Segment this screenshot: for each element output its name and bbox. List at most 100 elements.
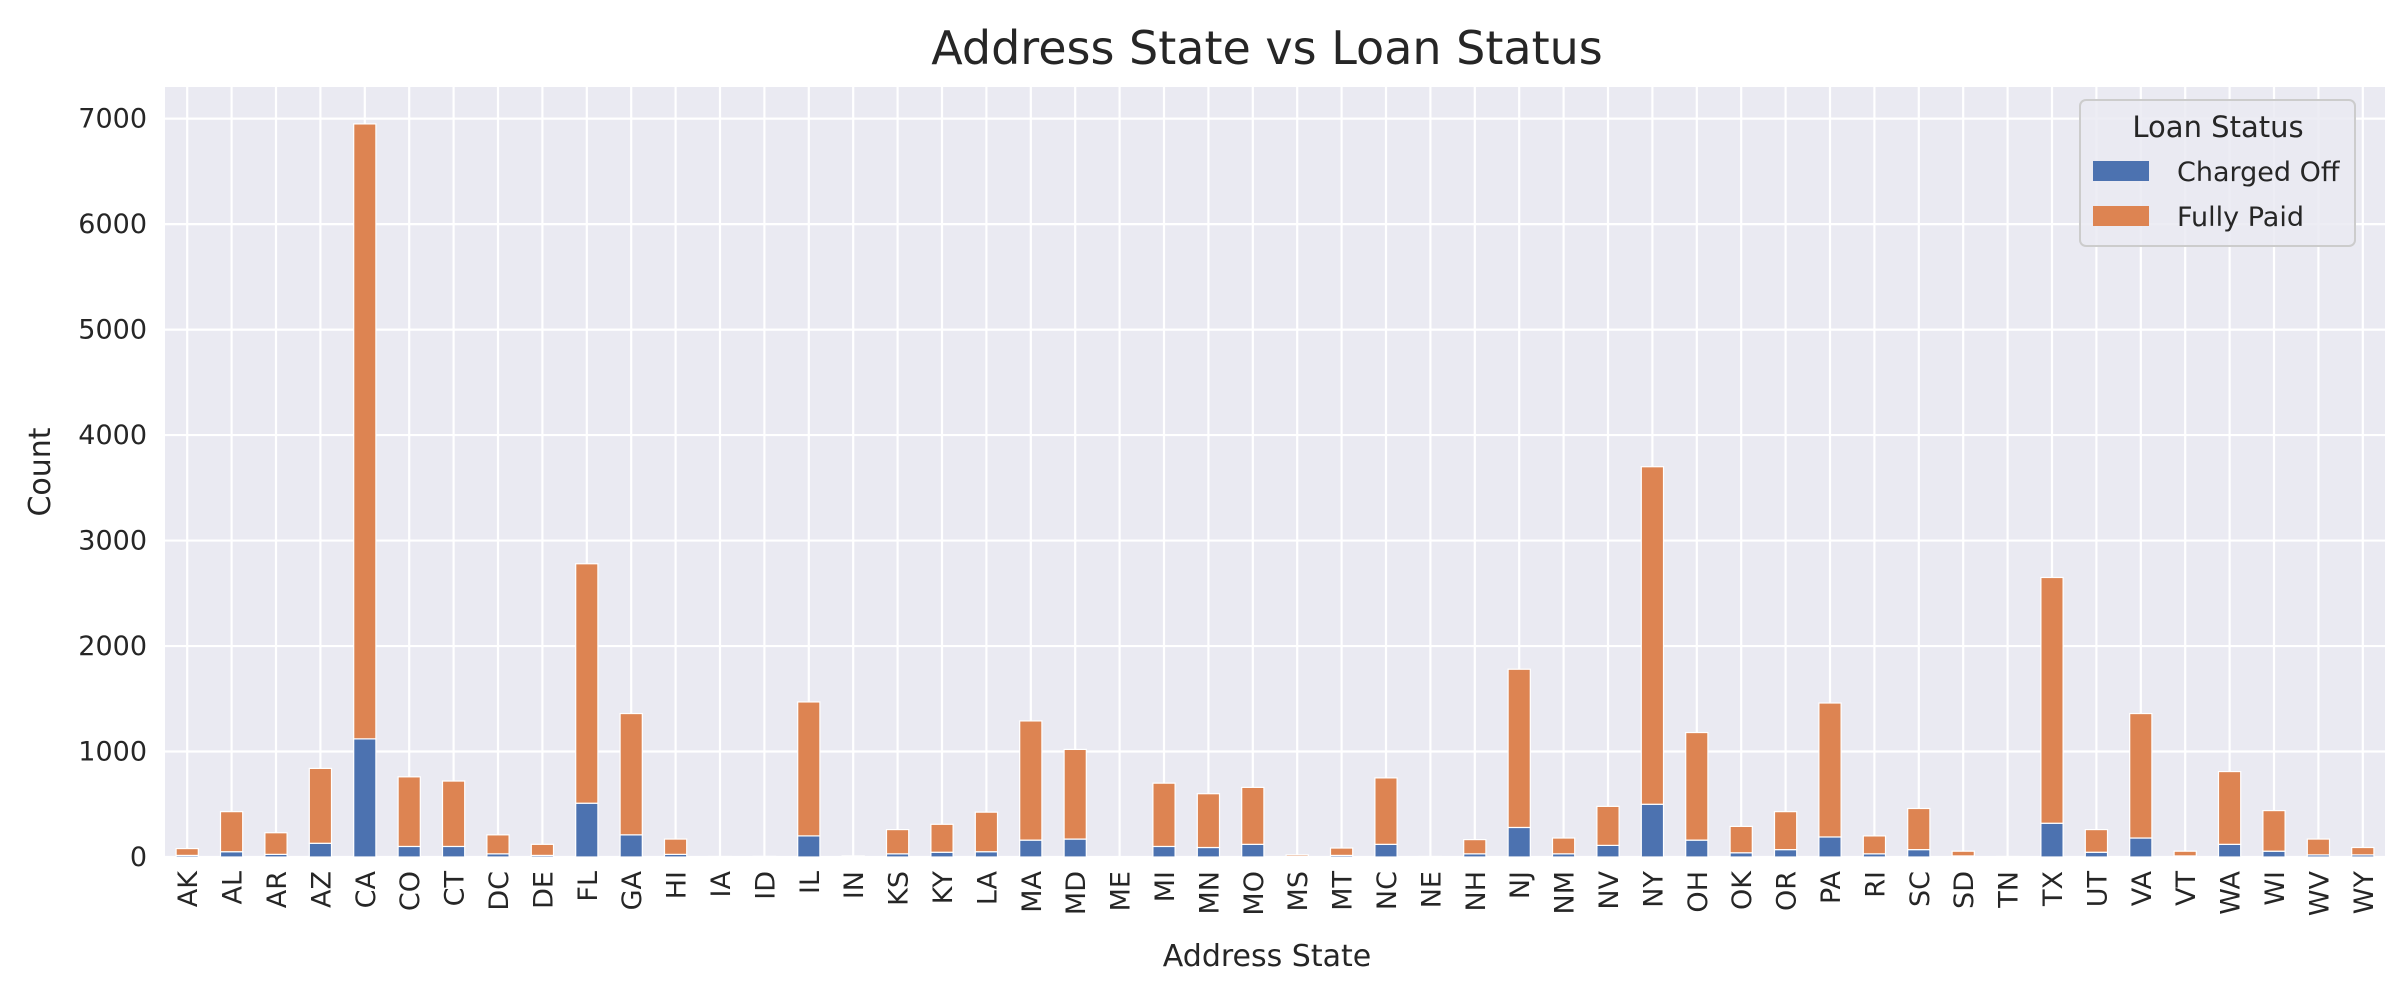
x-tick-label: PA bbox=[1816, 870, 1847, 904]
bar-fully-paid-ga bbox=[619, 712, 643, 836]
bar-fully-paid-vt bbox=[2173, 850, 2197, 857]
bar-fully-paid-dc bbox=[486, 834, 510, 855]
bar-charged-off-fl bbox=[575, 802, 599, 858]
bar-fully-paid-mi bbox=[1152, 782, 1176, 848]
x-tick-label: TN bbox=[1994, 871, 2025, 909]
bar-charged-off-va bbox=[2129, 837, 2153, 858]
bar-fully-paid-al bbox=[219, 811, 244, 853]
bar-fully-paid-ar bbox=[264, 832, 288, 855]
bar-fully-paid-mo bbox=[1241, 786, 1265, 845]
bar-charged-off-la bbox=[974, 851, 999, 858]
x-tick-label: ME bbox=[1106, 871, 1137, 911]
x-tick-labels: AK AL AR AZ CA CO CT DC DE FL GA HI IA ID IL IN KS KY LA MA… bbox=[173, 870, 2380, 916]
bar-fully-paid-wi bbox=[2262, 809, 2286, 852]
bar-fully-paid-tx bbox=[2040, 576, 2064, 824]
x-tick-label: NJ bbox=[1505, 871, 1536, 899]
bar-fully-paid-nc bbox=[1374, 777, 1398, 845]
bar-fully-paid-id bbox=[752, 855, 777, 858]
x-tick-label: DE bbox=[528, 871, 559, 909]
x-tick-label: MT bbox=[1328, 871, 1359, 911]
bar-fully-paid-ct bbox=[441, 780, 466, 848]
x-tick-label: AL bbox=[218, 871, 249, 905]
bar-fully-paid-la bbox=[974, 811, 999, 853]
bar-fully-paid-ak bbox=[175, 847, 199, 857]
bar-fully-paid-mt bbox=[1329, 847, 1354, 857]
legend-label-charged-off: Charged Off bbox=[2177, 157, 2341, 188]
x-tick-label: MD bbox=[1061, 871, 1092, 915]
x-axis-label: Address State bbox=[1163, 939, 1371, 974]
bar-fully-paid-nm bbox=[1551, 837, 1576, 855]
legend-label-fully-paid: Fully Paid bbox=[2177, 202, 2304, 233]
bar-fully-paid-ks bbox=[885, 828, 910, 855]
bar-fully-paid-sd bbox=[1951, 850, 1975, 857]
x-tick-label: MI bbox=[1150, 871, 1181, 902]
y-tick-label: 4000 bbox=[78, 420, 147, 451]
bar-charged-off-ny bbox=[1640, 803, 1665, 858]
x-tick-label: MN bbox=[1194, 871, 1225, 915]
bar-fully-paid-sc bbox=[1907, 807, 1931, 851]
plot-area-background bbox=[165, 87, 2385, 857]
y-tick-label: 7000 bbox=[78, 104, 147, 135]
x-tick-label: RI bbox=[1860, 871, 1891, 898]
x-tick-label: NC bbox=[1372, 871, 1403, 910]
x-tick-label: HI bbox=[662, 871, 693, 899]
bar-charged-off-az bbox=[308, 842, 333, 858]
x-tick-label: VT bbox=[2171, 870, 2202, 905]
bar-charged-off-md bbox=[1063, 838, 1087, 858]
legend: Loan Status Charged Off Fully Paid bbox=[2079, 99, 2356, 247]
bar-fully-paid-nj bbox=[1507, 668, 1531, 829]
bar-charged-off-nv bbox=[1596, 844, 1620, 858]
legend-title: Loan Status bbox=[2132, 110, 2303, 144]
bar-charged-off-nc bbox=[1374, 843, 1398, 858]
x-tick-label: CT bbox=[440, 871, 471, 907]
bar-charged-off-ut bbox=[2084, 851, 2109, 858]
x-tick-label: DC bbox=[484, 871, 515, 911]
bar-fully-paid-ok bbox=[1729, 825, 1753, 854]
y-tick-labels: 0 1000 2000 3000 4000 5000 6000 7000 bbox=[78, 104, 147, 873]
bar-fully-paid-fl bbox=[575, 563, 599, 804]
bar-charged-off-ga bbox=[619, 834, 643, 858]
bar-fully-paid-in bbox=[841, 855, 865, 858]
x-tick-label: ID bbox=[750, 871, 781, 900]
x-tick-label: NV bbox=[1594, 870, 1625, 909]
bar-charged-off-ct bbox=[441, 845, 466, 858]
x-tick-label: NM bbox=[1550, 871, 1581, 915]
bar-fully-paid-az bbox=[308, 767, 333, 844]
y-tick-label: 0 bbox=[130, 842, 147, 873]
bar-charged-off-mi bbox=[1152, 845, 1176, 858]
bar-fully-paid-ky bbox=[930, 823, 954, 853]
bar-charged-off-ma bbox=[1019, 839, 1043, 858]
bar-fully-paid-mn bbox=[1196, 793, 1221, 849]
x-tick-label: KS bbox=[884, 871, 915, 906]
x-tick-label: OR bbox=[1772, 871, 1803, 911]
y-tick-label: 5000 bbox=[78, 315, 147, 346]
x-tick-label: WI bbox=[2260, 871, 2291, 906]
y-tick-label: 2000 bbox=[78, 631, 147, 662]
x-tick-label: UT bbox=[2082, 871, 2113, 908]
bar-fully-paid-ma bbox=[1019, 720, 1043, 841]
x-tick-label: LA bbox=[972, 870, 1003, 905]
bar-charged-off-il bbox=[797, 835, 821, 858]
x-tick-label: SD bbox=[1949, 871, 1980, 909]
bar-charged-off-mn bbox=[1196, 846, 1221, 858]
y-tick-label: 1000 bbox=[78, 737, 147, 768]
x-tick-label: MA bbox=[1017, 870, 1048, 912]
x-tick-label: IN bbox=[839, 871, 870, 899]
x-tick-label: AZ bbox=[306, 871, 337, 908]
bar-fully-paid-nv bbox=[1596, 805, 1620, 846]
bar-charged-off-mo bbox=[1241, 843, 1265, 858]
bar-fully-paid-il bbox=[797, 701, 821, 837]
bar-charged-off-ky bbox=[930, 851, 954, 858]
x-tick-label: NE bbox=[1416, 871, 1447, 908]
x-tick-label: AR bbox=[262, 871, 293, 908]
bar-fully-paid-wv bbox=[2306, 838, 2331, 856]
bar-charged-off-ok bbox=[1729, 852, 1753, 858]
x-tick-label: IL bbox=[795, 871, 826, 894]
bar-fully-paid-ms bbox=[1285, 854, 1309, 858]
bar-charged-off-wi bbox=[2262, 850, 2286, 858]
bar-fully-paid-ca bbox=[353, 123, 377, 740]
bar-fully-paid-ri bbox=[1862, 835, 1887, 855]
x-tick-label: NH bbox=[1461, 871, 1492, 912]
x-tick-label: MS bbox=[1283, 871, 1314, 911]
